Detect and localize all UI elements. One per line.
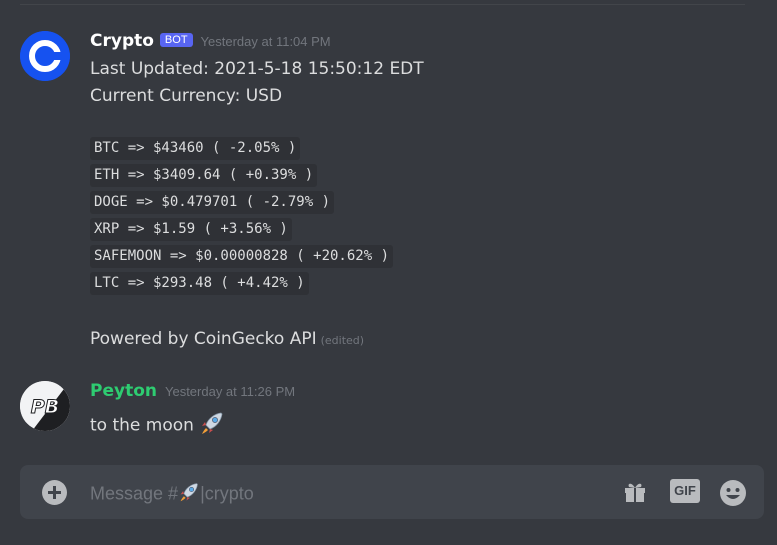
message-header: Peyton Yesterday at 11:26 PM [90,381,295,401]
placeholder-suffix: |crypto [200,483,254,504]
timestamp[interactable]: Yesterday at 11:26 PM [164,384,296,399]
price-line-ltc: LTC => $293.48 ( +4.42% ) [90,272,309,295]
rocket-icon [199,410,225,441]
edited-label: (edited) [320,334,365,347]
price-line-safemoon: SAFEMOON => $0.00000828 ( +20.62% ) [90,245,394,268]
footer-text: Powered by CoinGecko API [90,329,317,349]
price-list: BTC => $43460 ( -2.05% ) ETH => $3409.64… [90,137,394,299]
message-composer[interactable]: Message # |crypto GIF [20,465,764,519]
pb-logo-icon[interactable]: PB [20,381,70,431]
avatar-text: PB [31,396,59,418]
username[interactable]: Crypto [90,31,154,51]
message-line: to the moon [90,410,225,441]
emoji-icon[interactable] [719,479,747,507]
gif-icon[interactable]: GIF [670,479,700,503]
rocket-icon [178,481,200,508]
coinbase-logo-icon[interactable] [20,31,70,81]
placeholder-prefix: Message # [90,483,179,504]
price-line-eth: ETH => $3409.64 ( +0.39% ) [90,164,318,187]
top-divider [20,4,745,5]
price-line-doge: DOGE => $0.479701 ( -2.79% ) [90,191,335,214]
message-input[interactable]: Message # |crypto [90,481,254,508]
message-header: Crypto BOT Yesterday at 11:04 PM [90,31,331,51]
message-text: to the moon [90,415,194,436]
bot-badge: BOT [159,33,193,47]
price-line-btc: BTC => $43460 ( -2.05% ) [90,137,301,160]
price-line-xrp: XRP => $1.59 ( +3.56% ) [90,218,292,241]
username[interactable]: Peyton [90,381,157,401]
message-line: Last Updated: 2021-5-18 15:50:12 EDT [90,59,424,79]
gift-icon[interactable] [622,479,648,505]
message-line: Current Currency: USD [90,86,283,106]
add-icon[interactable] [42,480,67,505]
timestamp[interactable]: Yesterday at 11:04 PM [200,34,331,49]
message-footer: Powered by CoinGecko API (edited) [90,329,364,349]
